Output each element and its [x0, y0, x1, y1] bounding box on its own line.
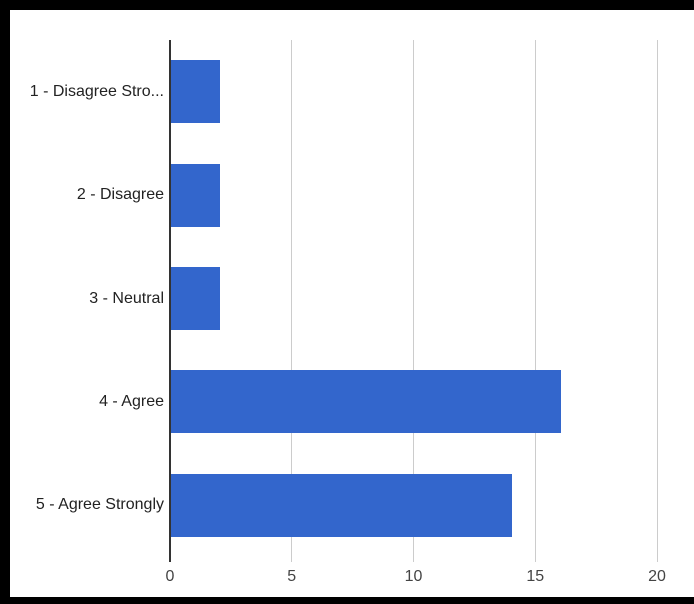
- bar-2: [171, 163, 220, 227]
- x-axis-tick-label: 15: [526, 568, 545, 585]
- bar-3: [171, 267, 220, 330]
- x-gridline: [413, 40, 414, 562]
- category-label: 1 - Disagree Stro...: [29, 82, 164, 100]
- category-label: 5 - Agree Strongly: [35, 496, 164, 514]
- bar-1: [171, 60, 220, 124]
- bars-layer: [10, 10, 694, 597]
- gridlines-layer: [10, 10, 694, 597]
- category-label: 4 - Agree: [99, 392, 164, 410]
- axis-tick-labels-layer: 0 5 10 15 20: [10, 10, 694, 597]
- x-axis-tick-label: 20: [648, 568, 666, 585]
- category-label: 2 - Disagree: [76, 186, 164, 204]
- bar-chart: 1 - Disagree Stro... 2 - Disagree 3 - Neut…: [10, 10, 694, 597]
- y-axis-line: [169, 40, 171, 562]
- category-label: 3 - Neutral: [89, 289, 164, 307]
- x-gridline: [656, 40, 658, 562]
- x-axis-tick-label: 10: [404, 568, 423, 585]
- x-axis-tick-label: 0: [165, 568, 175, 585]
- x-gridline: [534, 40, 536, 562]
- x-axis-tick-label: 5: [287, 568, 297, 585]
- bar-4: [171, 370, 561, 434]
- category-labels-layer: 1 - Disagree Stro... 2 - Disagree 3 - Neut…: [10, 10, 694, 597]
- x-gridline: [291, 40, 293, 562]
- bar-5: [171, 473, 512, 537]
